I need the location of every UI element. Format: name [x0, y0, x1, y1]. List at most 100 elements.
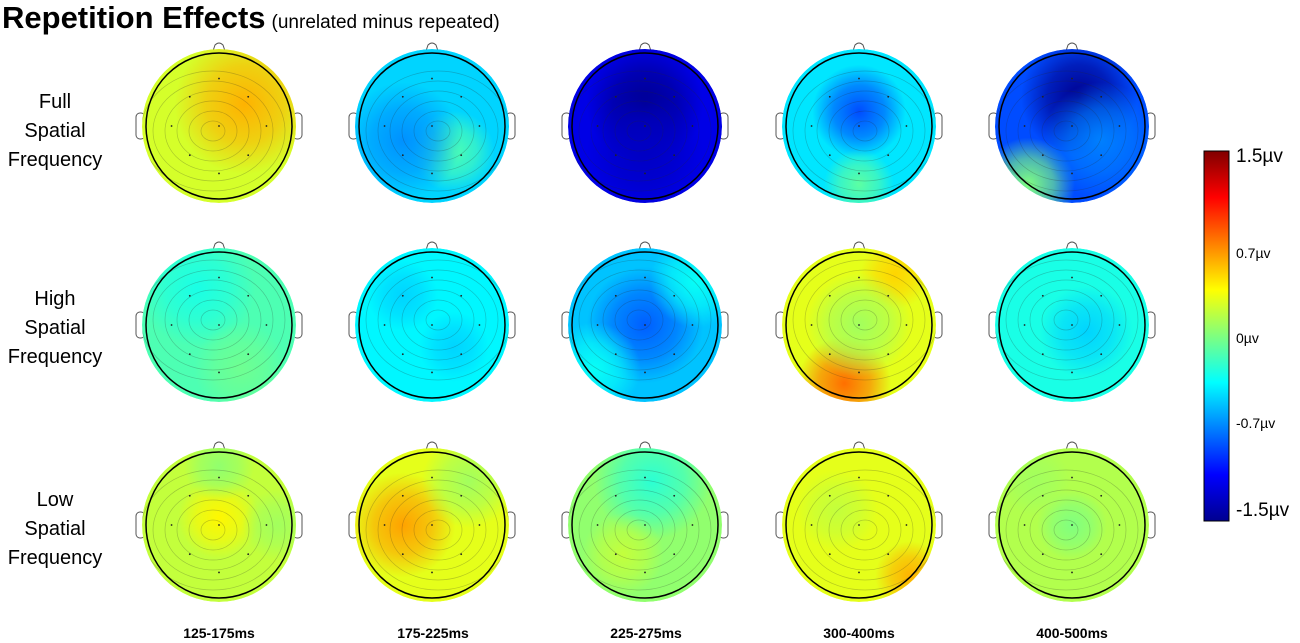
colorbar	[1203, 150, 1230, 522]
contour-line	[1053, 519, 1079, 541]
electrode-dot	[1118, 125, 1121, 127]
head-outline	[785, 251, 933, 399]
electrode-dot	[383, 324, 386, 326]
topomap-2-3	[561, 241, 729, 402]
contour-line	[828, 100, 902, 162]
electrode-dot	[1118, 324, 1121, 326]
title-subtitle: (unrelated minus repeated)	[271, 12, 500, 33]
head-outline	[571, 251, 719, 399]
electrode-dot	[644, 524, 646, 526]
electrode-dot	[614, 553, 617, 556]
contour-line	[828, 499, 902, 561]
topomap-2-4	[775, 241, 943, 402]
electrode-dot	[401, 294, 404, 297]
electrode-dot	[383, 125, 386, 127]
electrode-dot	[858, 476, 860, 479]
contour-line	[1017, 279, 1115, 361]
electrode-dot	[614, 494, 617, 497]
contour-line	[568, 259, 712, 381]
electrode-dot	[218, 172, 220, 175]
time-label-5: 400-500ms	[1036, 625, 1108, 641]
electrode-dot	[431, 571, 433, 574]
topomap-2-1	[135, 241, 303, 402]
electrode-dot	[858, 524, 860, 526]
colorbar-label-min: -1.5µv	[1236, 500, 1290, 521]
row-label-line: Spatial	[24, 317, 86, 339]
row-label-full: Full Spatial Frequency	[0, 88, 110, 175]
electrode-dot	[691, 125, 694, 127]
electrode-dot	[887, 353, 890, 356]
electrode-dot	[1041, 95, 1044, 98]
topomap-3-4	[775, 441, 943, 602]
electrode-dot	[828, 553, 831, 556]
electrode-dot	[1023, 324, 1026, 326]
electrode-dot	[887, 494, 890, 497]
contour-line	[792, 259, 936, 381]
head-outline	[145, 52, 293, 200]
electrode-dot	[265, 125, 268, 127]
contour-line	[413, 110, 463, 152]
electrode-dot	[401, 95, 404, 98]
contour-line	[389, 90, 487, 172]
electrode-dot	[673, 553, 676, 556]
electrode-dot	[401, 553, 404, 556]
electrode-dot	[596, 125, 599, 127]
contour-line	[578, 269, 700, 371]
electrode-dot	[218, 77, 220, 80]
electrode-dot	[1071, 524, 1073, 526]
electrode-dot	[401, 353, 404, 356]
contour-line	[852, 120, 878, 142]
electrode-dot	[828, 294, 831, 297]
topomap-2-2	[348, 241, 516, 402]
contour-line	[1017, 489, 1115, 571]
topomap-2-5	[988, 241, 1156, 402]
electrode-dot	[596, 324, 599, 326]
time-label-4: 300-400ms	[823, 625, 895, 641]
contour-line	[164, 489, 262, 571]
electrode-dot	[247, 494, 250, 497]
electrode-dot	[170, 524, 173, 526]
contour-line	[425, 309, 451, 331]
contour-line	[1029, 289, 1103, 351]
electrode-dot	[188, 553, 191, 556]
contour-line	[852, 519, 878, 541]
head-outline	[571, 451, 719, 599]
contour-line	[152, 269, 274, 371]
contour-line	[401, 100, 475, 162]
electrode-dot	[431, 125, 433, 127]
time-label-2: 175-225ms	[397, 625, 469, 641]
electrode-dot	[460, 553, 463, 556]
electrode-dot	[1100, 294, 1103, 297]
heatmap-blob	[582, 513, 664, 596]
electrode-dot	[460, 494, 463, 497]
electrode-dot	[401, 494, 404, 497]
electrode-dot	[478, 125, 481, 127]
electrode-dot	[460, 353, 463, 356]
head-outline	[358, 251, 506, 399]
contour-line	[614, 299, 664, 341]
heatmap-blob	[823, 149, 895, 203]
electrode-dot	[1071, 172, 1073, 175]
electrode-dot	[431, 476, 433, 479]
heatmap-field	[355, 448, 509, 602]
colorbar-label-0: 0µv	[1236, 330, 1259, 346]
electrode-dot	[673, 353, 676, 356]
electrode-dot	[218, 476, 220, 479]
heatmap-field	[995, 248, 1149, 402]
electrode-dot	[1071, 276, 1073, 279]
row-label-line: Spatial	[24, 518, 86, 540]
contour-line	[602, 289, 676, 351]
electrode-dot	[431, 172, 433, 175]
contour-line	[995, 259, 1139, 381]
contour-line	[152, 479, 274, 581]
contour-line	[200, 120, 226, 142]
colorbar-label-neg07: -0.7µv	[1236, 415, 1276, 431]
heatmap-field	[995, 448, 1149, 602]
electrode-dot	[383, 524, 386, 526]
head-outline	[998, 52, 1146, 200]
electrode-dot	[1071, 125, 1073, 127]
contour-line	[1017, 90, 1115, 172]
electrode-dot	[673, 294, 676, 297]
electrode-dot	[887, 95, 890, 98]
contour-line	[840, 299, 890, 341]
